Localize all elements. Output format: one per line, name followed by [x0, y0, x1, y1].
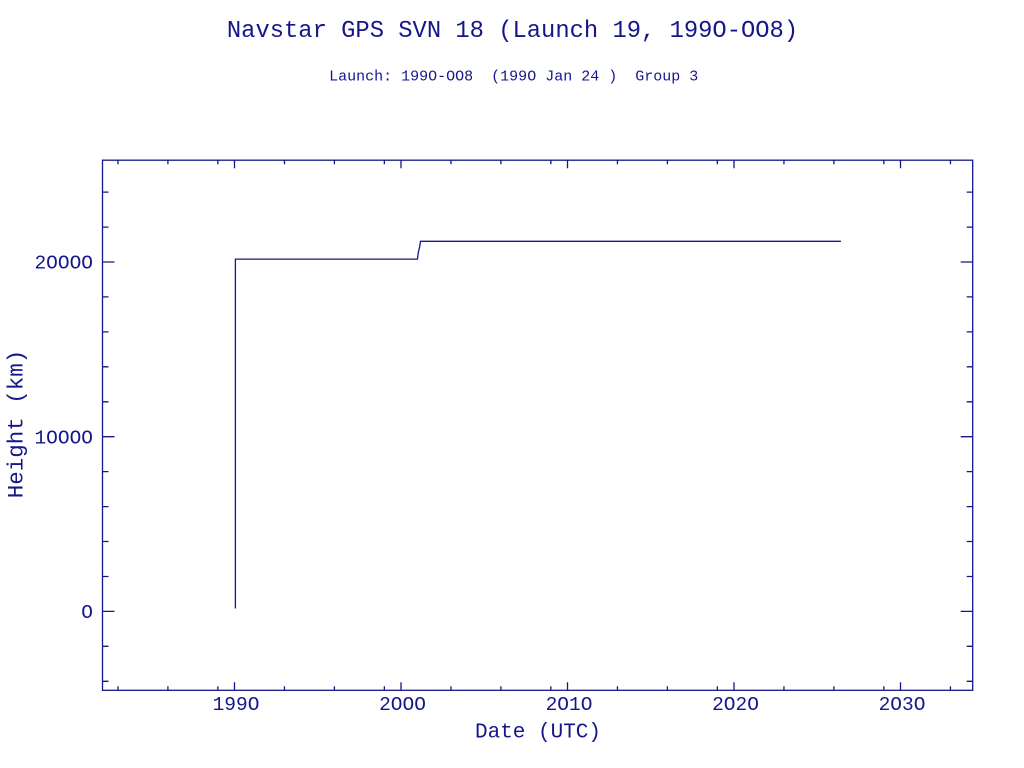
- svg-text:Date (UTC): Date (UTC): [475, 722, 601, 745]
- svg-text:2OOOO: 2OOOO: [34, 253, 93, 275]
- svg-text:2O2O: 2O2O: [712, 694, 759, 716]
- svg-text:Navstar GPS SVN 18 (Launch 19,: Navstar GPS SVN 18 (Launch 19, 199O-OO8): [227, 18, 798, 45]
- svg-text:Launch: 199O-OO8 (199O Jan 24: Launch: 199O-OO8 (199O Jan 24 ) Group 3: [329, 69, 698, 86]
- svg-text:2O1O: 2O1O: [546, 694, 593, 716]
- svg-text:O: O: [81, 602, 93, 624]
- svg-text:1OOOO: 1OOOO: [34, 427, 93, 449]
- svg-text:2O3O: 2O3O: [879, 694, 926, 716]
- svg-text:199O: 199O: [213, 694, 260, 716]
- svg-text:2OOO: 2OOO: [379, 694, 426, 716]
- svg-text:Height (km): Height (km): [4, 350, 30, 499]
